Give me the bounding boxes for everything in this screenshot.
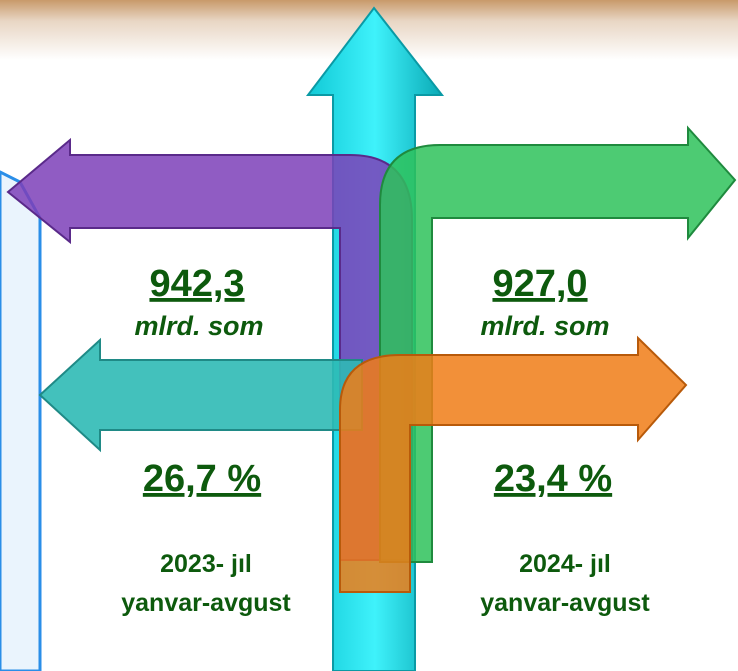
left-unit: mlrd. som — [134, 311, 263, 341]
arrow-right-orange — [339, 335, 688, 593]
left-year: 2023- jıl — [160, 550, 252, 578]
arrow-right-green — [379, 125, 737, 563]
right-amount: 927,0 — [492, 263, 587, 305]
right-year: 2024- jıl — [519, 550, 611, 578]
right-share: 23,4 % — [494, 458, 612, 500]
arrow-left-teal — [38, 337, 363, 453]
left-share: 26,7 % — [143, 458, 261, 500]
right-period: yanvar-avgust — [480, 589, 650, 617]
left-period: yanvar-avgust — [121, 589, 291, 617]
right-unit: mlrd. som — [480, 311, 609, 341]
side-panel — [0, 170, 42, 671]
left-amount: 942,3 — [149, 263, 244, 305]
